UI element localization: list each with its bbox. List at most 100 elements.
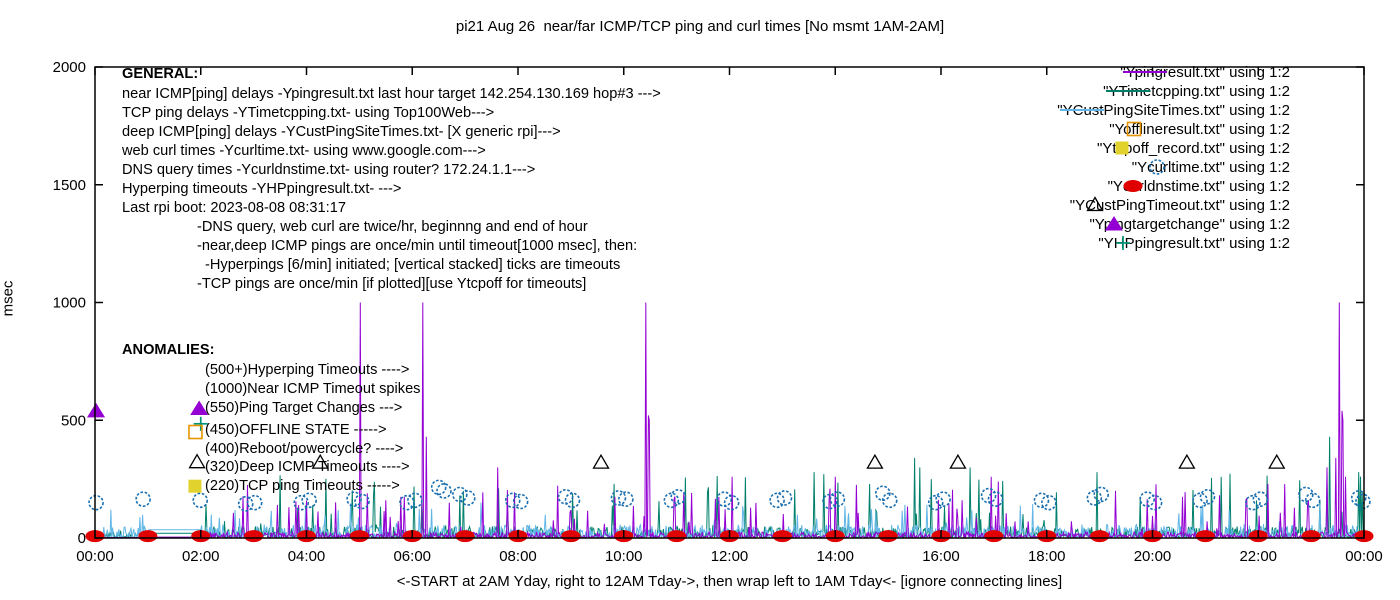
circle-open-marker: [927, 494, 944, 511]
circle-open-marker: [1146, 494, 1163, 511]
legend-item-7: "Ycurldnstime.txt" using 1:2: [1108, 177, 1352, 196]
legend-item-5: "Ytcpoff_record.txt" using 1:2: [1097, 139, 1352, 158]
triangle-open-marker: [866, 453, 884, 469]
circle-open-marker: [1350, 490, 1367, 506]
annotation-line: (320)Deep ICMP Timeouts ---->: [205, 459, 410, 475]
annotation-line: (450)OFFLINE STATE ----->: [205, 422, 387, 438]
legend-item-8: "YCustPingTimeout.txt" using 1:2: [1070, 196, 1352, 215]
square-filled-sample: [188, 479, 202, 493]
circle-open-marker: [399, 494, 415, 511]
annotation-line: web curl times -Ycurltime.txt- using www…: [122, 143, 486, 159]
annotation-line: Last rpi boot: 2023-08-08 08:31:17: [122, 200, 346, 216]
circle-open-marker: [452, 486, 468, 503]
triangle-open-marker: [1268, 453, 1286, 469]
circle-open-marker: [1245, 494, 1261, 511]
circle-open-marker: [618, 491, 634, 507]
x-tick-label: 02:00: [182, 548, 220, 565]
annotation-line: -TCP pings are once/min [if plotted][use…: [197, 276, 587, 292]
circle-open-marker: [301, 492, 317, 509]
legend-label: "Ypingtargetchange" using 1:2: [1089, 216, 1290, 233]
x-tick-label: 08:00: [499, 548, 537, 565]
circle-open-marker: [723, 494, 740, 511]
legend-item-2: "YTimetcpping.txt" using 1:2: [1103, 82, 1352, 101]
y-tick-label: 0: [78, 530, 86, 547]
legend-item-1: "Ypingresult.txt" using 1:2: [1120, 63, 1352, 82]
legend-item-9: "Ypingtargetchange" using 1:2: [1089, 215, 1352, 234]
triangle-open-marker: [311, 453, 329, 469]
annotation-line: near ICMP[ping] delays -Ypingresult.txt …: [122, 86, 661, 102]
triangle-filled-legend-glyph: [1105, 216, 1124, 231]
circle-open-marker: [192, 492, 209, 509]
annotation-line: ANOMALIES:: [122, 342, 215, 358]
circle-open-marker: [557, 488, 574, 505]
circle-open-marker: [512, 493, 529, 510]
legend-item-4: "Yofflineresult.txt" using 1:2: [1109, 120, 1352, 139]
circle-open-marker: [1298, 486, 1314, 503]
triangle-open-marker: [592, 453, 610, 469]
legend-item-3: "YCustPingSiteTimes.txt" using 1:2: [1057, 101, 1352, 120]
circle-open-marker: [459, 490, 476, 506]
legend-label: "Ytcpoff_record.txt" using 1:2: [1097, 140, 1290, 157]
legend-label: "Ycurltime.txt" using 1:2: [1131, 159, 1290, 176]
circle-open-legend-glyph: [1148, 159, 1165, 175]
annotation-line: -Hyperpings [6/min] initiated; [vertical…: [205, 257, 621, 273]
annotation-line: (220)TCP ping Timeouts ----->: [205, 478, 400, 494]
triangle-open-legend-glyph: [1086, 196, 1104, 212]
square-open-legend-icon: [1126, 121, 1352, 139]
circle-open-marker: [822, 493, 838, 510]
y-axis-label: msec: [0, 280, 17, 317]
marker-series-4: [87, 402, 106, 418]
marker-series-3: [311, 453, 1286, 469]
annotation-line: (500+)Hyperping Timeouts ---->: [205, 362, 410, 378]
plus-legend-icon: [1116, 235, 1352, 253]
circle-open-marker: [504, 492, 521, 509]
legend-label: "Ypingresult.txt" using 1:2: [1120, 64, 1290, 81]
annotation-line: deep ICMP[ping] delays -YCustPingSiteTim…: [122, 124, 561, 140]
circle-filled-marker: [984, 530, 1004, 543]
x-tick-label: 22:00: [1239, 548, 1277, 565]
annotation-line: TCP ping delays -YTimetcpping.txt- using…: [122, 105, 495, 121]
x-tick-label: 10:00: [605, 548, 643, 565]
annotation-line: DNS query times -Ycurldnstime.txt- using…: [122, 162, 536, 178]
circle-open-marker: [610, 490, 627, 506]
legend-label: "YCustPingSiteTimes.txt" using 1:2: [1057, 102, 1290, 119]
annotation-line: -DNS query, web curl are twice/hr, begin…: [197, 219, 588, 235]
circle-open-marker: [1355, 493, 1371, 510]
annotation-line: -near,deep ICMP pings are once/min until…: [197, 238, 638, 254]
legend-label: "YCustPingTimeout.txt" using 1:2: [1069, 197, 1290, 214]
circle-filled-marker: [772, 530, 792, 543]
y-tick-label: 2000: [53, 59, 86, 76]
annotation-line: GENERAL:: [122, 66, 199, 82]
triangle-filled-marker: [87, 402, 106, 418]
circle-filled-marker: [1195, 530, 1215, 543]
chart-title: pi21 Aug 26 near/far ICMP/TCP ping and c…: [455, 18, 945, 35]
x-tick-label: 14:00: [816, 548, 854, 565]
legend-label: "Yofflineresult.txt" using 1:2: [1109, 121, 1290, 138]
triangle-open-legend-icon: [1086, 196, 1352, 215]
circle-open-marker: [1304, 492, 1321, 509]
circle-open-marker: [407, 492, 423, 509]
series-line-3: [95, 302, 1365, 540]
circle-open-marker: [135, 491, 151, 507]
circle-open-marker: [354, 493, 370, 510]
marker-series-1: [88, 479, 1371, 512]
circle-filled-marker: [349, 530, 369, 543]
circle-open-marker: [829, 491, 846, 507]
x-tick-label: 00:00: [76, 548, 114, 565]
circle-open-marker: [980, 487, 997, 504]
legend-item-6: "Ycurltime.txt" using 1:2: [1132, 158, 1352, 177]
triangle-open-marker: [1178, 453, 1196, 469]
x-tick-label: 12:00: [711, 548, 749, 565]
circle-open-marker: [246, 494, 263, 511]
x-tick-label: 18:00: [1028, 548, 1066, 565]
triangle-open-sample: [188, 453, 206, 469]
circle-filled-marker: [138, 530, 158, 543]
circle-open-marker: [881, 492, 898, 509]
square-open-sample: [188, 424, 203, 440]
circle-open-marker: [1252, 491, 1269, 507]
circle-filled-marker: [561, 530, 581, 543]
circle-open-marker: [1139, 491, 1156, 507]
marker-series-2: [85, 530, 1374, 543]
